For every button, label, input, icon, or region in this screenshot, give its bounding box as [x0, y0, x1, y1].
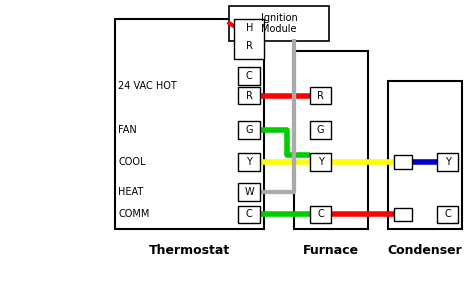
Bar	[238, 205, 260, 223]
Text: Y: Y	[445, 157, 450, 167]
Bar	[437, 153, 458, 171]
Bar	[238, 183, 260, 201]
Text: Thermostat: Thermostat	[149, 244, 230, 257]
Text: Ignition
Module: Ignition Module	[261, 13, 297, 34]
Text: COMM: COMM	[118, 209, 150, 219]
Text: C: C	[317, 209, 324, 219]
Bar	[394, 208, 412, 221]
Text: Y: Y	[318, 157, 324, 167]
Text: R: R	[246, 41, 253, 51]
Bar	[310, 153, 331, 171]
Bar	[238, 153, 260, 171]
Text: COOL: COOL	[118, 157, 146, 167]
Bar	[394, 155, 412, 169]
Text: HEAT: HEAT	[118, 187, 144, 197]
Text: G: G	[317, 125, 324, 135]
Bar	[238, 67, 260, 85]
Text: FAN: FAN	[118, 125, 137, 135]
Bar	[229, 6, 328, 41]
Bar	[310, 87, 331, 104]
Text: R: R	[246, 91, 253, 100]
Bar	[238, 121, 260, 139]
Bar	[238, 87, 260, 104]
Bar	[294, 51, 368, 229]
Bar	[388, 81, 462, 229]
Bar	[310, 205, 331, 223]
Text: C: C	[246, 71, 253, 81]
Bar	[437, 205, 458, 223]
Bar	[234, 19, 264, 59]
Text: G: G	[246, 125, 253, 135]
Text: Condenser: Condenser	[388, 244, 463, 257]
Text: Y: Y	[246, 157, 252, 167]
Text: R: R	[317, 91, 324, 100]
Text: C: C	[444, 209, 451, 219]
Text: 24 VAC HOT: 24 VAC HOT	[118, 81, 177, 91]
Text: W: W	[245, 187, 254, 197]
Bar	[115, 19, 264, 229]
Text: C: C	[246, 209, 253, 219]
Bar	[310, 121, 331, 139]
Text: H: H	[246, 23, 253, 33]
Text: Furnace: Furnace	[303, 244, 359, 257]
